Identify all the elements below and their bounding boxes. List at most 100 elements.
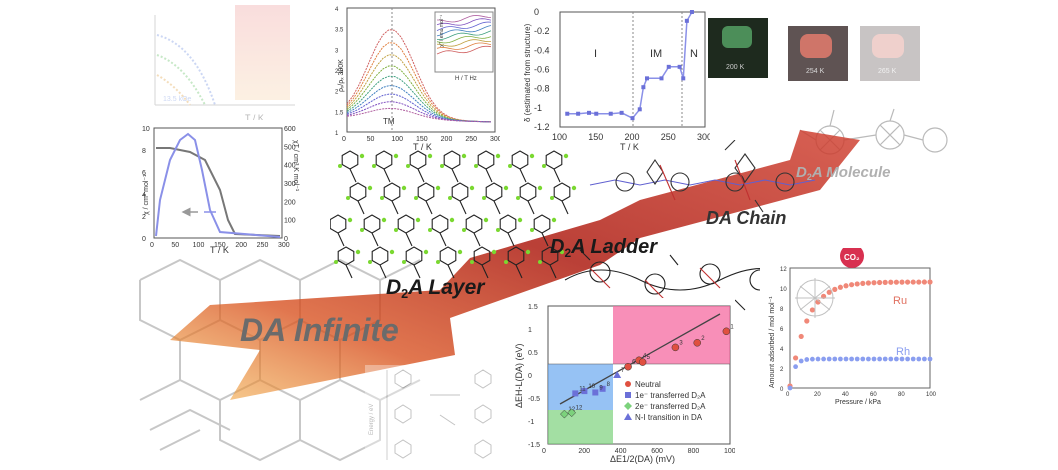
delta-x-tick: 100	[552, 132, 567, 142]
layer-atom	[538, 260, 542, 264]
layer-bond	[553, 168, 561, 183]
resistivity-curve	[346, 42, 492, 123]
energy-point-label: 6	[632, 360, 636, 366]
rh-point	[888, 356, 894, 362]
layer-ring	[383, 182, 401, 202]
cond-ylabel: ρₓ/ρₓ 300K	[338, 59, 345, 92]
layer-bond	[527, 200, 535, 215]
layer-atom	[563, 153, 569, 159]
energy-y-tick: -1.5	[528, 442, 540, 449]
label-d2a-ladder: D2A Ladder	[550, 236, 658, 261]
resistivity-curve	[346, 107, 492, 123]
energy-x-tick: 400	[615, 448, 627, 455]
layer-ring	[485, 182, 503, 202]
layer-bond	[549, 264, 557, 279]
energy-point-1e	[599, 385, 606, 392]
magnet-x-tick: 250	[257, 242, 269, 249]
energy-point-label: 10	[588, 384, 595, 390]
adsorb-x-tick: 100	[926, 392, 937, 398]
inset-curve	[436, 25, 492, 37]
layer-atom	[517, 217, 523, 223]
layer-ring	[337, 246, 355, 266]
delta-point	[684, 18, 689, 23]
layer-bond	[507, 232, 515, 247]
inset-curve	[436, 45, 492, 55]
layer-atom	[449, 217, 455, 223]
magnet-yl-tick: 6	[142, 170, 146, 177]
cond-x-tick: 150	[416, 136, 428, 143]
magnet-x-tick: 300	[278, 242, 290, 249]
layer-atom	[389, 249, 395, 255]
device-schematic-image	[235, 5, 290, 100]
adsorb-x-tick: 0	[786, 392, 790, 398]
cond-x-tick: 0	[342, 136, 346, 143]
layer-ring	[330, 214, 347, 234]
energy-point-neutral	[722, 327, 731, 336]
layer-atom	[542, 164, 546, 168]
layer-bond	[451, 168, 459, 183]
delta-point	[594, 111, 599, 116]
ru-point	[804, 318, 810, 324]
layer-atom	[495, 153, 501, 159]
magnet-x-tick: 150	[214, 242, 226, 249]
energy-y-tick: -0.5	[528, 396, 540, 403]
rh-point	[866, 356, 871, 362]
layer-atom	[571, 185, 577, 191]
cond-y-tick: 2	[335, 90, 339, 96]
magnet-ylabel-right: χT / cm³ K mol⁻¹	[292, 140, 299, 192]
energy-point-neutral	[624, 362, 632, 371]
region-im: IM	[650, 48, 662, 60]
delta-point	[677, 64, 682, 69]
adsorb-y-tick: 4	[780, 347, 784, 353]
layer-ring	[519, 182, 537, 202]
energy-xlabel: ΔE1/2(DA) (mV)	[610, 454, 675, 464]
layer-atom	[482, 196, 486, 200]
cond-x-tick: 50	[367, 136, 375, 143]
layer-atom	[551, 217, 557, 223]
rh-point	[854, 356, 860, 362]
layer-atom	[415, 217, 421, 223]
layer-bond	[383, 168, 391, 183]
rh-point	[804, 357, 810, 362]
cond-y-tick: 1	[335, 131, 339, 137]
layer-bond	[417, 168, 425, 183]
layer-atom	[338, 164, 342, 168]
crystal-photo-200k: 200 K	[708, 18, 768, 78]
legend-symbol	[624, 402, 632, 410]
layer-atom	[440, 164, 444, 168]
energy-point-label: 11	[579, 386, 586, 392]
rh-point	[798, 358, 804, 364]
ru-point	[798, 333, 804, 340]
layer-atom	[508, 164, 512, 168]
layer-ring	[465, 214, 483, 234]
energy-x-tick: 600	[651, 448, 663, 455]
resistivity-curve	[346, 101, 492, 123]
magnet-yr-tick: 200	[284, 199, 296, 206]
field-note: 13.5 kOe	[163, 96, 192, 103]
energy-point-label: 4	[643, 353, 647, 359]
layer-atom	[380, 196, 384, 200]
adsorb-x-tick: 80	[898, 392, 905, 398]
cond-y-tick: 1.5	[335, 110, 344, 116]
layer-bond	[405, 232, 413, 247]
layer-atom	[474, 164, 478, 168]
region-i: I	[594, 48, 597, 60]
layer-bond	[345, 264, 353, 279]
delta-point	[681, 76, 686, 81]
magnet-yr-tick: 400	[284, 163, 296, 170]
layer-atom	[394, 228, 398, 232]
adsorb-x-tick: 20	[814, 392, 821, 398]
layer-atom	[427, 153, 433, 159]
ru-point	[854, 281, 860, 287]
crystal-photo-254k: 254 K	[788, 26, 848, 81]
energy-point-label: 5	[647, 355, 651, 361]
layer-atom	[428, 228, 432, 232]
resistivity-chart: 0 50 100 150 200 250 300 1 1.5 2 2.5 3 3.5 4 TM T / K…	[335, 2, 502, 152]
energy-point-1e	[581, 388, 588, 395]
ru-point	[809, 307, 815, 313]
layer-ring	[371, 246, 389, 266]
layer-ring	[363, 214, 381, 234]
layer-bond	[481, 264, 489, 279]
layer-bond	[391, 200, 399, 215]
rh-point	[882, 356, 888, 362]
